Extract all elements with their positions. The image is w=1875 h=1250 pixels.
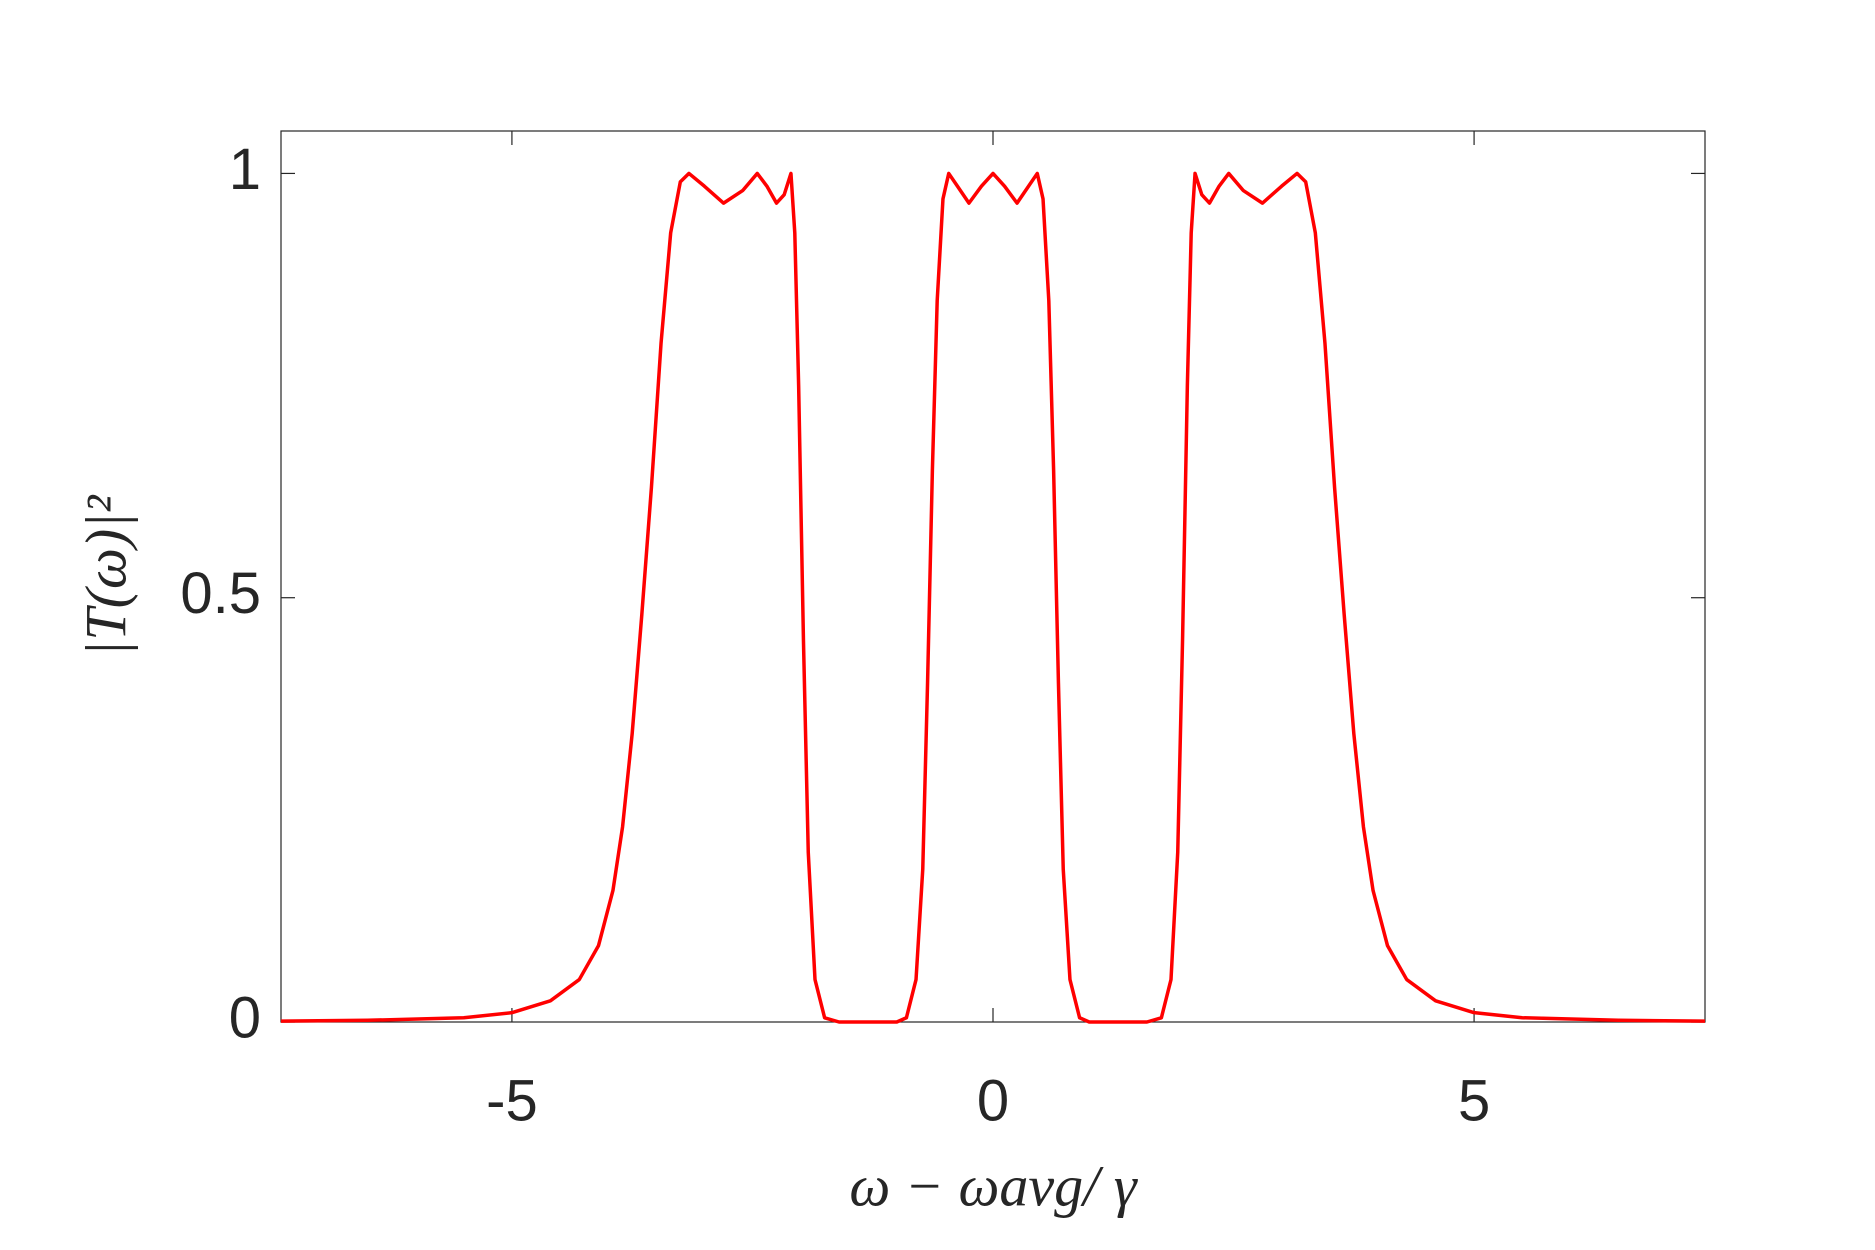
y-axis-label: |T(ω)|²	[73, 494, 138, 657]
data-line	[280, 171, 1706, 1024]
y-tick-label: 0.5	[180, 561, 261, 626]
y-tick-label: 1	[229, 137, 261, 202]
x-tick-label: -5	[486, 1068, 538, 1133]
x-tick-label: 0	[977, 1068, 1009, 1133]
axes-box	[280, 130, 1706, 1023]
y-tick-label: 0	[229, 985, 261, 1050]
x-axis-label: ω − ωavg/ γ	[849, 1153, 1138, 1218]
x-tick-label: 5	[1458, 1068, 1490, 1133]
